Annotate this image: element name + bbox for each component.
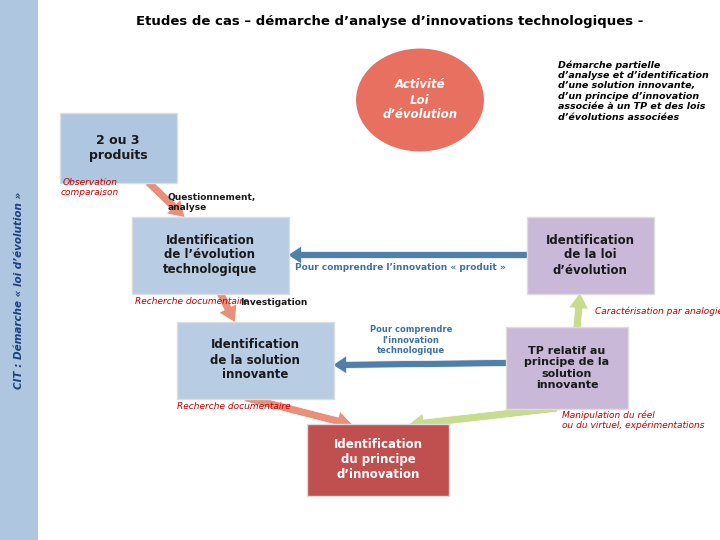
FancyBboxPatch shape [176,321,333,399]
Polygon shape [333,356,507,374]
Text: Démarche partielle
d’analyse et d’identification
d’une solution innovante,
d’un : Démarche partielle d’analyse et d’identi… [558,60,708,122]
Text: 2 ou 3
produits: 2 ou 3 produits [89,134,148,162]
Polygon shape [408,404,557,433]
Text: Observation
comparaison: Observation comparaison [61,178,119,198]
Polygon shape [145,179,185,218]
Ellipse shape [355,48,485,152]
Text: Pour comprendre
l’innovation
technologique: Pour comprendre l’innovation technologiq… [370,325,452,355]
Text: Identification
du principe
d’innovation: Identification du principe d’innovation [333,438,423,482]
Polygon shape [569,293,589,328]
FancyBboxPatch shape [132,217,289,294]
Text: Pour comprendre l’innovation « produit »: Pour comprendre l’innovation « produit » [294,263,505,272]
Polygon shape [244,394,353,431]
Text: Questionnement,
analyse: Questionnement, analyse [168,193,256,212]
Text: Activité
Loi
d’évolution: Activité Loi d’évolution [382,78,458,122]
Text: Identification
de l’évolution
technologique: Identification de l’évolution technologi… [163,233,257,276]
Text: CIT : Démarche « loi d’évolution »: CIT : Démarche « loi d’évolution » [14,191,24,389]
FancyBboxPatch shape [506,327,628,409]
Text: Manipulation du réel
ou du virtuel, expérimentations: Manipulation du réel ou du virtuel, expé… [562,410,704,430]
Text: Recherche documentaire: Recherche documentaire [135,297,248,306]
Text: Identification
de la solution
innovante: Identification de la solution innovante [210,339,300,381]
Polygon shape [287,246,528,264]
Text: Etudes de cas – démarche d’analyse d’innovations technologiques -: Etudes de cas – démarche d’analyse d’inn… [136,16,644,29]
Text: Identification
de la loi
d’évolution: Identification de la loi d’évolution [546,233,634,276]
Polygon shape [217,291,237,322]
Text: Investigation: Investigation [240,298,307,307]
FancyBboxPatch shape [60,113,176,183]
FancyBboxPatch shape [307,424,449,496]
Text: Caractérisation par analogie: Caractérisation par analogie [595,307,720,316]
Text: TP relatif au
principe de la
solution
innovante: TP relatif au principe de la solution in… [524,346,610,390]
Text: Recherche documentaire: Recherche documentaire [177,402,291,411]
Bar [0,0,38,540]
FancyBboxPatch shape [526,217,654,294]
